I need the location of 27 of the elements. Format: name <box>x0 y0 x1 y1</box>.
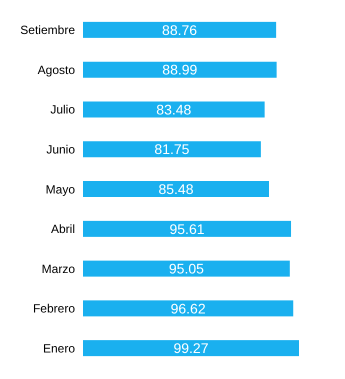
data-label: 83.48 <box>156 101 192 118</box>
data-label: 96.62 <box>170 300 206 316</box>
bar <box>83 340 299 356</box>
y-tick-label: Setiembre <box>20 23 76 38</box>
y-tick-label: Mayo <box>46 182 76 196</box>
bar <box>83 141 261 158</box>
bar <box>83 101 265 118</box>
data-label: 85.48 <box>158 181 194 198</box>
y-tick-label: Julio <box>50 102 76 117</box>
y-tick-label: Marzo <box>42 262 76 276</box>
data-label: 95.05 <box>168 260 204 277</box>
bar <box>83 181 269 198</box>
data-label: 81.75 <box>154 141 190 158</box>
y-tick-label: Agosto <box>38 62 76 77</box>
y-tick-label: Enero <box>42 341 76 356</box>
bar <box>83 300 294 316</box>
data-label: 88.99 <box>162 62 198 78</box>
data-label: 88.76 <box>162 22 198 38</box>
data-label: 99.27 <box>173 340 209 356</box>
y-tick-label: Junio <box>46 142 76 156</box>
bar <box>83 22 276 38</box>
data-label: 95.61 <box>169 220 205 237</box>
bar <box>83 260 290 277</box>
y-tick-label: Abril <box>50 222 75 236</box>
y-tick-label: Febrero <box>32 302 76 316</box>
bar <box>83 220 292 237</box>
bar <box>83 62 277 78</box>
